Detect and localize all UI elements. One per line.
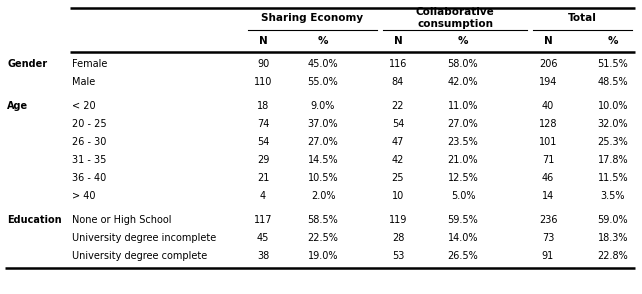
Text: 55.0%: 55.0% [308,77,338,87]
Text: 22.8%: 22.8% [598,251,629,261]
Text: 91: 91 [542,251,554,261]
Text: 25.3%: 25.3% [598,137,629,147]
Text: < 20: < 20 [72,101,96,111]
Text: 59.5%: 59.5% [447,215,478,225]
Text: 23.5%: 23.5% [447,137,478,147]
Text: 45: 45 [257,233,269,243]
Text: 128: 128 [539,119,557,129]
Text: 10.5%: 10.5% [308,173,338,183]
Text: Gender: Gender [7,59,47,69]
Text: 42.0%: 42.0% [447,77,478,87]
Text: 21.0%: 21.0% [447,155,478,165]
Text: 32.0%: 32.0% [598,119,629,129]
Text: 38: 38 [257,251,269,261]
Text: 236: 236 [539,215,557,225]
Text: 48.5%: 48.5% [598,77,629,87]
Text: 46: 46 [542,173,554,183]
Text: 37.0%: 37.0% [308,119,338,129]
Text: 11.5%: 11.5% [598,173,629,183]
Text: 14.0%: 14.0% [447,233,478,243]
Text: 18.3%: 18.3% [598,233,629,243]
Text: 12.5%: 12.5% [447,173,478,183]
Text: Sharing Economy: Sharing Economy [261,13,363,23]
Text: 26.5%: 26.5% [447,251,478,261]
Text: 58.5%: 58.5% [308,215,338,225]
Text: 25: 25 [392,173,404,183]
Text: 59.0%: 59.0% [598,215,629,225]
Text: 54: 54 [257,137,269,147]
Text: 22: 22 [392,101,404,111]
Text: 194: 194 [539,77,557,87]
Text: 11.0%: 11.0% [447,101,478,111]
Text: N: N [544,36,552,46]
Text: 71: 71 [542,155,554,165]
Text: 20 - 25: 20 - 25 [72,119,107,129]
Text: 119: 119 [389,215,407,225]
Text: 22.5%: 22.5% [308,233,338,243]
Text: 9.0%: 9.0% [311,101,335,111]
Text: 10.0%: 10.0% [598,101,629,111]
Text: 206: 206 [539,59,557,69]
Text: Total: Total [568,13,597,23]
Text: 58.0%: 58.0% [447,59,478,69]
Text: > 40: > 40 [72,191,96,201]
Text: 47: 47 [392,137,404,147]
Text: 4: 4 [260,191,266,201]
Text: 18: 18 [257,101,269,111]
Text: Age: Age [7,101,28,111]
Text: 14: 14 [542,191,554,201]
Text: University degree incomplete: University degree incomplete [72,233,216,243]
Text: 84: 84 [392,77,404,87]
Text: 26 - 30: 26 - 30 [72,137,107,147]
Text: Female: Female [72,59,107,69]
Text: 40: 40 [542,101,554,111]
Text: 36 - 40: 36 - 40 [72,173,106,183]
Text: 110: 110 [254,77,272,87]
Text: 101: 101 [539,137,557,147]
Text: 21: 21 [257,173,269,183]
Text: 117: 117 [254,215,272,225]
Text: 27.0%: 27.0% [308,137,338,147]
Text: None or High School: None or High School [72,215,171,225]
Text: 5.0%: 5.0% [451,191,475,201]
Text: N: N [259,36,267,46]
Text: %: % [318,36,328,46]
Text: %: % [458,36,468,46]
Text: 17.8%: 17.8% [598,155,629,165]
Text: 42: 42 [392,155,404,165]
Text: Male: Male [72,77,95,87]
Text: 2.0%: 2.0% [311,191,335,201]
Text: %: % [608,36,618,46]
Text: University degree complete: University degree complete [72,251,207,261]
Text: 29: 29 [257,155,269,165]
Text: 31 - 35: 31 - 35 [72,155,107,165]
Text: 3.5%: 3.5% [601,191,625,201]
Text: 74: 74 [257,119,269,129]
Text: 116: 116 [389,59,407,69]
Text: 51.5%: 51.5% [598,59,629,69]
Text: 90: 90 [257,59,269,69]
Text: N: N [394,36,403,46]
Text: 10: 10 [392,191,404,201]
Text: Education: Education [7,215,62,225]
Text: 28: 28 [392,233,404,243]
Text: 27.0%: 27.0% [447,119,478,129]
Text: 19.0%: 19.0% [308,251,338,261]
Text: 73: 73 [542,233,554,243]
Text: 45.0%: 45.0% [308,59,338,69]
Text: 53: 53 [392,251,404,261]
Text: Collaborative
consumption: Collaborative consumption [415,7,494,29]
Text: 54: 54 [392,119,404,129]
Text: 14.5%: 14.5% [308,155,338,165]
